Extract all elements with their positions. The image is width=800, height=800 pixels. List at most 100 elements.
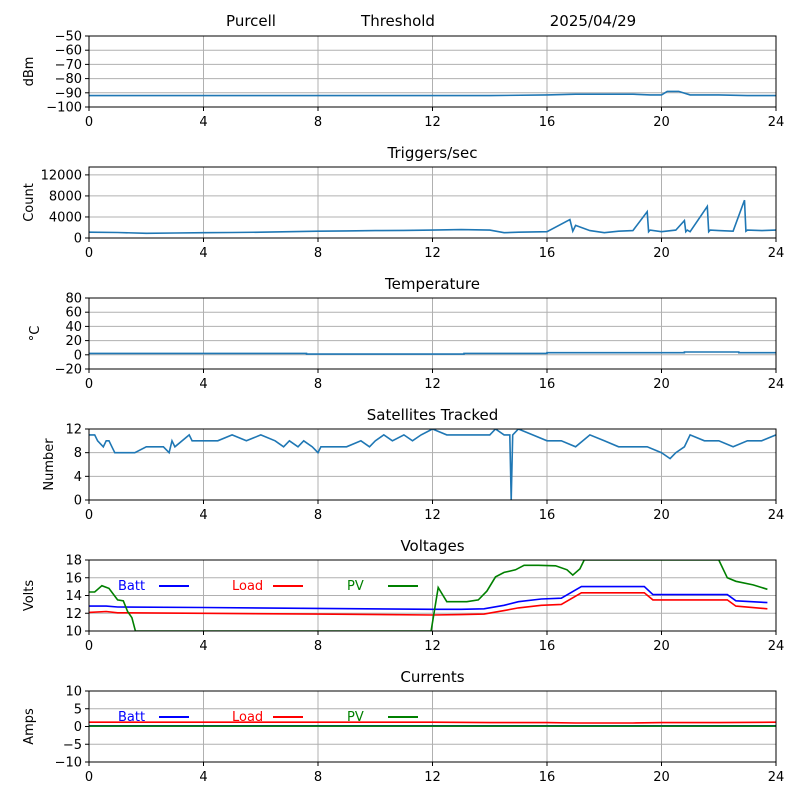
x-tick-label: 12	[424, 246, 441, 261]
y-tick-label: 4	[74, 470, 82, 485]
x-tick-label: 12	[424, 115, 441, 130]
panel-voltages: 0 4 8 12 16 20 24 18 16 14 12 10 Voltages Volts Batt Lo…	[22, 537, 784, 654]
panel-title: Voltages	[400, 537, 464, 555]
header-station: Purcell	[226, 12, 276, 30]
series-line	[89, 351, 776, 355]
panel-triggers: 0 4 8 12 16 20 24 12000 8000 4000 0 Triggers/sec Cou…	[22, 144, 784, 261]
series-line-batt	[89, 585, 768, 611]
x-tick-label: 0	[85, 639, 93, 654]
x-tick-label: 8	[314, 246, 322, 261]
x-tick-label: 20	[653, 639, 670, 654]
y-tick-label: 5	[74, 702, 82, 717]
series-line	[89, 199, 776, 235]
x-tick-label: 24	[768, 377, 785, 392]
x-tick-label: 0	[85, 770, 93, 785]
panel-title: Temperature	[384, 275, 480, 293]
y-tick-label: 12	[65, 423, 82, 438]
y-tick-label: 14	[65, 589, 82, 604]
x-tick-label: 24	[768, 508, 785, 523]
y-tick-label: −10	[55, 756, 82, 771]
panel-title: Triggers/sec	[387, 144, 478, 162]
y-tick-label: 0	[74, 232, 82, 247]
header-date: 2025/04/29	[550, 12, 636, 30]
y-tick-label: 12	[65, 607, 82, 622]
legend-label-batt: Batt	[118, 579, 145, 594]
y-tick-label: −90	[55, 86, 82, 101]
y-tick-label: 20	[65, 334, 82, 349]
y-axis-label: °C	[28, 326, 43, 342]
y-tick-label: −70	[55, 58, 82, 73]
x-tick-label: 24	[768, 115, 785, 130]
x-tick-label: 12	[424, 770, 441, 785]
y-tick-label: −100	[46, 101, 82, 116]
x-tick-label: 0	[85, 115, 93, 130]
x-tick-label: 24	[768, 639, 785, 654]
x-tick-label: 20	[653, 508, 670, 523]
x-tick-label: 16	[539, 377, 556, 392]
y-tick-label: 80	[65, 292, 82, 307]
x-tick-label: 12	[424, 639, 441, 654]
x-tick-label: 24	[768, 246, 785, 261]
y-tick-label: 40	[65, 320, 82, 335]
x-tick-label: 4	[199, 246, 207, 261]
legend-label-pv: PV	[347, 579, 364, 594]
y-tick-label: 12000	[41, 168, 82, 183]
header-mode: Threshold	[360, 12, 435, 30]
x-tick-label: 20	[653, 377, 670, 392]
x-tick-label: 16	[539, 770, 556, 785]
x-tick-label: 4	[199, 639, 207, 654]
y-tick-label: 16	[65, 571, 82, 586]
series-line-pv	[89, 560, 768, 631]
y-tick-label: 18	[65, 554, 82, 569]
x-tick-label: 4	[199, 770, 207, 785]
y-axis-label: dBm	[22, 57, 37, 87]
x-tick-label: 24	[768, 770, 785, 785]
x-tick-label: 16	[539, 115, 556, 130]
panel-satellites: 0 4 8 12 16 20 24 12 8 4 0 Satellites Tracked Number	[42, 406, 784, 523]
x-tick-label: 20	[653, 115, 670, 130]
x-tick-label: 8	[314, 115, 322, 130]
x-tick-label: 4	[199, 377, 207, 392]
y-tick-label: 8000	[49, 189, 82, 204]
x-tick-label: 12	[424, 377, 441, 392]
y-tick-label: −20	[55, 363, 82, 378]
legend-label-load: Load	[232, 710, 263, 725]
x-tick-label: 8	[314, 508, 322, 523]
x-tick-label: 20	[653, 770, 670, 785]
y-tick-label: −60	[55, 44, 82, 59]
y-tick-label: −5	[63, 738, 82, 753]
panel-currents: 0 4 8 12 16 20 24 10 5 0 −5 −10 Currents Amps Batt Load…	[22, 668, 784, 785]
x-tick-label: 0	[85, 508, 93, 523]
x-tick-label: 8	[314, 639, 322, 654]
legend-label-load: Load	[232, 579, 263, 594]
series-line-load	[89, 591, 768, 616]
y-tick-label: 8	[74, 446, 82, 461]
series-line	[89, 90, 776, 97]
legend-label-pv: PV	[347, 710, 364, 725]
x-tick-label: 8	[314, 377, 322, 392]
y-tick-label: 10	[65, 685, 82, 700]
panel-title: Currents	[400, 668, 464, 686]
x-tick-label: 12	[424, 508, 441, 523]
x-tick-label: 4	[199, 115, 207, 130]
y-tick-label: 60	[65, 306, 82, 321]
y-axis-label: Count	[22, 183, 37, 222]
series-line	[89, 429, 776, 500]
x-tick-label: 8	[314, 770, 322, 785]
y-axis-label: Volts	[22, 580, 37, 612]
y-axis-label: Number	[42, 438, 57, 491]
y-tick-label: 4000	[49, 210, 82, 225]
y-axis-label: Amps	[22, 708, 37, 745]
y-tick-label: 0	[74, 348, 82, 363]
y-tick-label: 0	[74, 720, 82, 735]
x-tick-label: 16	[539, 639, 556, 654]
x-tick-label: 0	[85, 377, 93, 392]
y-tick-label: 10	[65, 625, 82, 640]
x-tick-label: 4	[199, 508, 207, 523]
series-line-load	[89, 721, 776, 724]
x-tick-label: 16	[539, 508, 556, 523]
panel-signal: 0 4 8 12 16 20 24 −50−60−70−80−90−100 dBm	[22, 30, 784, 131]
